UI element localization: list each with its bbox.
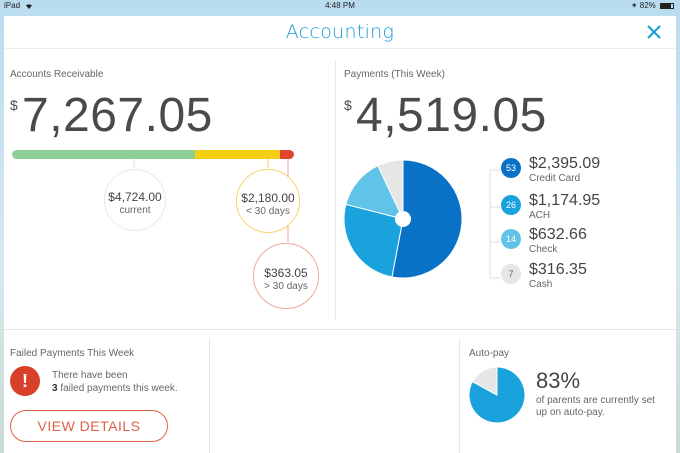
device-label: iPad	[4, 1, 34, 10]
payment-method-slice	[345, 164, 404, 220]
aging-bar-segment	[195, 150, 280, 159]
divider-horizontal	[4, 329, 676, 330]
wifi-icon	[26, 4, 33, 9]
accounting-panel: Accounting Accounts Receivable $ 7,267.0…	[4, 16, 676, 453]
payment-method-name: Cash	[529, 279, 553, 290]
aging-bar-segment	[12, 150, 196, 159]
bubble-amount: $4,724.00	[108, 190, 162, 204]
payment-method-amount: $1,174.95	[529, 192, 601, 209]
payment-count-badge: 53	[501, 158, 521, 178]
status-bar: iPad 4:48 PM ✶ 82%	[0, 0, 680, 12]
status-right: ✶ 82%	[631, 1, 674, 10]
divider-vertical-bottom-2	[459, 338, 460, 453]
bubble-label: < 30 days	[246, 206, 290, 217]
autopay-slice	[471, 366, 498, 396]
payment-method-amount: $632.66	[529, 226, 587, 243]
payment-method-slice	[343, 203, 404, 278]
payment-method-slice	[391, 159, 463, 279]
payment-method-amount: $2,395.09	[529, 155, 601, 172]
payment-method-name: ACH	[529, 210, 551, 221]
failed-text-prefix: There have been	[52, 370, 128, 381]
failed-text-suffix: failed payments this week.	[60, 383, 178, 394]
close-icon[interactable]	[644, 22, 664, 42]
autopay-percent: 83%	[536, 368, 581, 393]
receivable-aging-bar	[12, 150, 294, 159]
bubble-label: current	[119, 205, 151, 216]
payments-pie-chart	[343, 159, 463, 279]
bluetooth-icon: ✶	[630, 1, 638, 10]
currency-symbol: $	[10, 97, 18, 113]
aging-bar-segment	[279, 150, 294, 159]
payments-label: Payments (This Week)	[344, 69, 445, 80]
receivable-amount: 7,267.05	[22, 89, 213, 142]
bubble-label: > 30 days	[264, 281, 308, 292]
failed-count: 3	[52, 383, 58, 394]
view-details-button[interactable]: VIEW DETAILS	[10, 410, 168, 442]
receivable-bubble-current: $4,724.00 current	[104, 169, 166, 231]
autopay-label: Auto-pay	[469, 348, 510, 359]
autopay-description: of parents are currently set up on auto-…	[536, 395, 655, 418]
battery-icon	[660, 3, 674, 9]
divider-vertical-bottom-1	[209, 338, 210, 453]
payment-count-badge: 7	[501, 264, 521, 284]
legend-connector	[489, 169, 500, 279]
currency-symbol: $	[344, 97, 352, 113]
page-title: Accounting	[285, 21, 395, 43]
header: Accounting	[4, 16, 676, 49]
failed-payments-label: Failed Payments This Week	[10, 348, 135, 359]
accounts-receivable-label: Accounts Receivable	[10, 69, 104, 80]
autopay-pie-chart	[468, 366, 526, 424]
receivable-bubble-under-30: $2,180.00 < 30 days	[236, 169, 300, 233]
pie-center-hole	[395, 211, 411, 227]
battery-percent: 82%	[639, 1, 656, 10]
payment-method-slice	[377, 159, 404, 220]
payment-method-name: Credit Card	[529, 173, 581, 184]
payment-count-badge: 26	[501, 195, 521, 215]
payments-amount: 4,519.05	[356, 89, 547, 142]
status-time: 4:48 PM	[325, 1, 355, 10]
failed-payments-message: There have been 3 failed payments this w…	[52, 369, 178, 395]
bubble-amount: $2,180.00	[241, 191, 295, 205]
payment-method-name: Check	[529, 244, 558, 255]
payment-count-badge: 14	[501, 229, 521, 249]
bubble-amount: $363.05	[264, 266, 308, 280]
exclamation-icon: !	[10, 366, 40, 396]
device-name: iPad	[4, 1, 21, 10]
receivable-bubble-over-30: $363.05 > 30 days	[253, 243, 319, 309]
payment-method-amount: $316.35	[529, 261, 587, 278]
divider-vertical-top	[335, 60, 336, 320]
